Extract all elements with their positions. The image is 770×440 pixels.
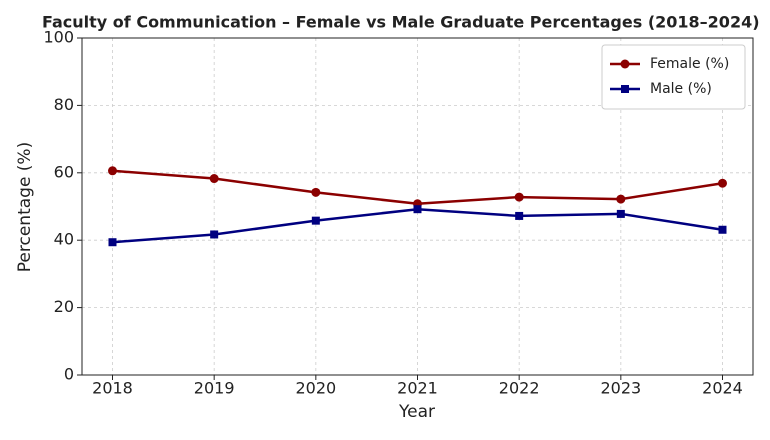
marker [108, 166, 117, 176]
legend-box [601, 44, 746, 110]
marker [311, 187, 321, 197]
x-tick-label: 2018 [92, 379, 133, 398]
marker [621, 85, 629, 93]
x-tick-label: 2024 [702, 379, 743, 398]
x-tick-label: 2023 [600, 379, 641, 398]
series-line [112, 169, 723, 206]
marker [514, 192, 524, 202]
y-tick-label: 80 [54, 95, 74, 114]
y-tick-label: 100 [43, 28, 74, 47]
marker [108, 238, 117, 247]
marker [718, 225, 727, 234]
legend-label: Female (%) [650, 56, 729, 72]
x-tick-label: 2022 [499, 379, 540, 398]
marker [616, 209, 625, 218]
legend-label: Male (%) [650, 81, 712, 97]
y-axis-label: Percentage (%) [15, 142, 35, 272]
y-tick-label: 0 [64, 365, 74, 384]
marker [413, 205, 422, 214]
x-axis-label: Year [398, 402, 435, 422]
y-tick-label: 60 [54, 162, 74, 181]
y-tick-label: 20 [54, 297, 74, 316]
marker [718, 178, 727, 188]
marker [616, 194, 626, 204]
axes-frame [81, 37, 754, 376]
x-tick-label: 2020 [295, 379, 336, 398]
marker [210, 230, 219, 239]
x-tick-label: 2021 [397, 379, 438, 398]
marker [209, 174, 219, 184]
legend: Female (%) Male (%) [601, 44, 746, 110]
y-tick-label: 40 [54, 230, 74, 249]
marker [620, 59, 630, 69]
marker [311, 216, 320, 225]
chart-title: Faculty of Communication – Female vs Mal… [42, 13, 760, 32]
x-tick-label: 2019 [194, 379, 235, 398]
marker [515, 211, 524, 220]
